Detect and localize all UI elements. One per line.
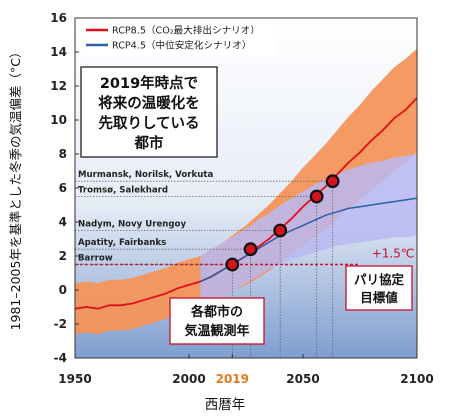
x-tick-label-4: 2100 <box>400 372 433 386</box>
x-tick-label-3: 2050 <box>286 372 319 386</box>
city-label-1: Tromsø, Salekhard <box>78 186 168 196</box>
city-label-3: Apatity, Fairbanks <box>78 238 166 248</box>
city-label-2: Nadym, Novy Urengoy <box>78 220 186 230</box>
main-annotation-box <box>80 66 218 158</box>
paris-line-0: パリ協定 <box>354 272 405 287</box>
paris-box <box>345 265 413 311</box>
legend-label-0: RCP8.5（CO₂最大排出シナリオ） <box>112 25 260 37</box>
main-annotation-line-2: 先取りしている <box>98 114 199 132</box>
city-marker-0 <box>325 174 340 189</box>
x-tick-label-2: 2019 <box>216 372 249 386</box>
legend-box <box>81 20 275 56</box>
y-tick-label-3: 2 <box>59 249 67 263</box>
y-tick-label-8: 12 <box>50 79 67 93</box>
city-marker-4 <box>225 257 240 272</box>
observation-line-1: 気温観測年 <box>184 323 249 339</box>
x-tick-label-1: 2000 <box>172 372 205 386</box>
city-label-0: Murmansk, Norilsk, Vorkuta <box>78 170 213 180</box>
y-tick-label-5: 6 <box>59 181 67 195</box>
paris-line-1: 目標値 <box>360 290 398 305</box>
y-tick-label-1: -2 <box>54 317 67 331</box>
city-marker-2 <box>273 223 288 238</box>
observation-line-0: 各都市の <box>190 304 243 320</box>
y-axis-title: 1981–2005年を基準とした冬季の気温偏差（°C） <box>8 46 23 331</box>
y-tick-label-6: 8 <box>59 147 67 161</box>
observation-box <box>169 297 265 345</box>
main-annotation-line-1: 将来の温暖化を <box>98 94 200 112</box>
y-tick-label-4: 4 <box>59 215 67 229</box>
y-tick-label-2: 0 <box>59 283 67 297</box>
main-annotation-line-3: 都市 <box>134 134 164 152</box>
paris-target-label: +1.5℃ <box>372 247 415 261</box>
y-tick-label-7: 10 <box>50 113 67 127</box>
legend-label-1: RCP4.5（中位安定化シナリオ） <box>112 40 251 52</box>
city-marker-1 <box>309 189 324 204</box>
city-label-4: Barrow <box>78 254 113 264</box>
main-annotation-line-0: 2019年時点で <box>100 74 198 92</box>
x-tick-label-0: 1950 <box>58 372 91 386</box>
y-tick-label-9: 14 <box>50 45 67 59</box>
x-axis-title: 西暦年 <box>205 397 246 413</box>
y-tick-label-10: 16 <box>50 11 67 25</box>
city-marker-3 <box>243 242 258 257</box>
y-tick-label-0: -4 <box>54 351 67 365</box>
series-band-1 <box>200 154 417 307</box>
